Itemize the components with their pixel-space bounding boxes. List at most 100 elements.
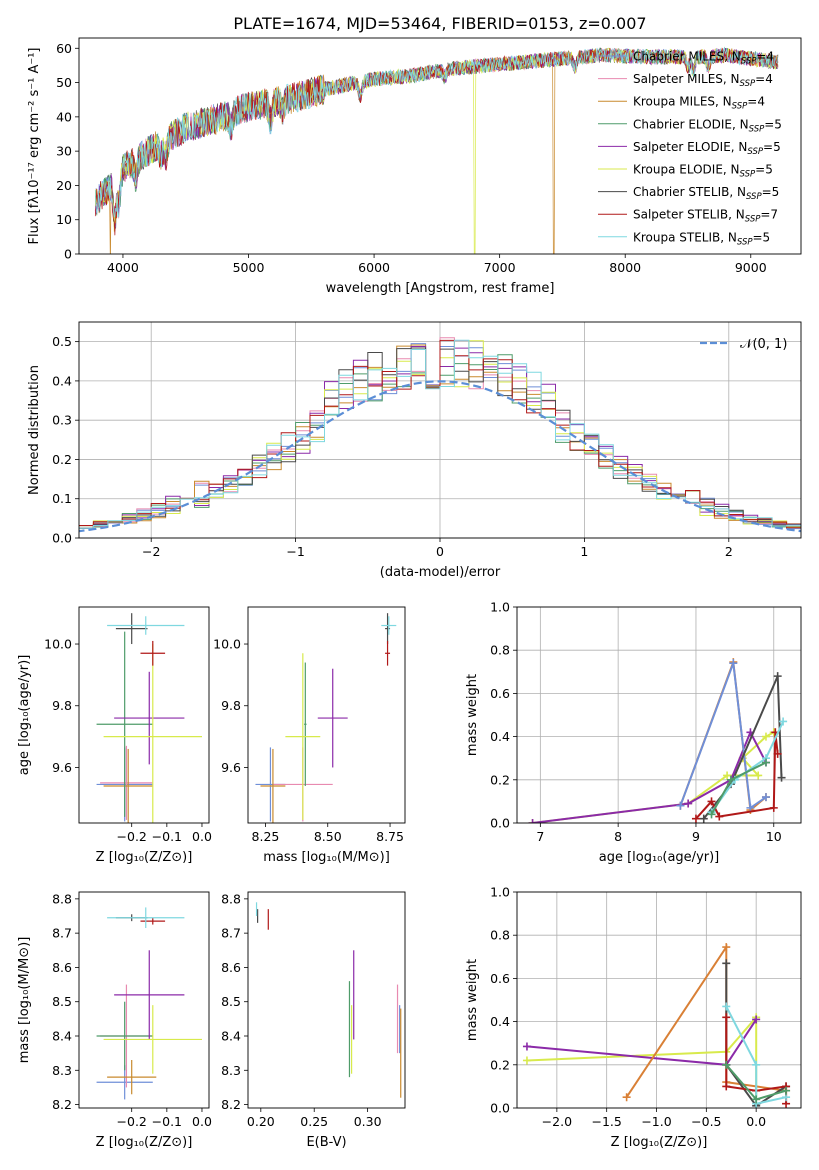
legend-entry: Chabrier MILES, NSSP=4 xyxy=(633,50,774,67)
y-tick-label: 10.0 xyxy=(213,637,241,652)
y-tick-label: 8.7 xyxy=(221,926,241,941)
weight-series-kroupa-stelib xyxy=(722,1002,791,1108)
plot-area-mass_vs_ebv xyxy=(255,902,402,1098)
y-tick-label: 9.8 xyxy=(221,698,241,713)
weight-point xyxy=(707,797,716,806)
errorbar-kroupa-elodie xyxy=(103,644,202,823)
weight-point xyxy=(699,814,708,823)
x-tick-label: 4000 xyxy=(107,260,139,275)
errorbar-kroupa-miles xyxy=(107,1060,157,1095)
x-tick-label: 0.0 xyxy=(746,1114,766,1129)
panel-age_vs_mass: 8.25 8.50 8.75 9.6 9.8 10.0 mass [log₁₀(M/M⊙)] xyxy=(213,606,406,865)
plot-area-age_vs_Z xyxy=(96,613,202,823)
legend-entry-name: Chabrier STELIB, N xyxy=(633,185,746,199)
y-tick-label: 8.8 xyxy=(221,891,241,906)
x-tick-label: 5000 xyxy=(233,260,265,275)
weight-point xyxy=(761,793,770,802)
legend-entry: Chabrier ELODIE, NSSP=5 xyxy=(633,117,782,134)
weight-point xyxy=(726,775,735,784)
weight-point xyxy=(684,799,693,808)
y-tick-label: 8.3 xyxy=(52,1063,72,1078)
weight-point xyxy=(528,819,537,823)
weight-line xyxy=(679,662,767,810)
y-tick-label: 0.4 xyxy=(52,373,72,388)
x-axis-label: wavelength [Angstrom, rest frame] xyxy=(326,281,555,296)
errorbar-chabrier-elodie xyxy=(96,1001,153,1071)
y-tick-label: 10.0 xyxy=(44,637,72,652)
errorbar-kroupa-stelib xyxy=(107,907,185,928)
weight-point xyxy=(729,659,738,668)
axes-frame xyxy=(247,891,406,1109)
plot-area-weight_vs_age xyxy=(528,658,788,823)
weight-point xyxy=(746,803,755,812)
weight-line xyxy=(710,761,767,815)
axes-frame xyxy=(78,891,210,1109)
plot-area-residuals xyxy=(79,337,801,533)
legend-entry-sub: SSP xyxy=(745,215,761,225)
y-axis-label: mass [log₁₀(M/M⊙)] xyxy=(17,937,32,1064)
x-tick-label: 8.25 xyxy=(252,829,280,844)
panel-spectrum: 4000 5000 6000 7000 8000 9000 0 10 20 30 40 50 60 wav… xyxy=(27,37,802,296)
y-tick-label: 0.2 xyxy=(490,772,510,787)
legend-entry-name: Salpeter MILES, N xyxy=(633,72,740,86)
legend-entry-sub: SSP xyxy=(740,170,756,180)
x-axis-label: (data-model)/error xyxy=(380,565,501,580)
y-tick-label: 8.6 xyxy=(221,960,241,975)
weight-point xyxy=(722,1060,731,1069)
x-tick-label: −1.5 xyxy=(592,1114,622,1129)
x-tick-label: 1 xyxy=(580,544,588,559)
x-tick-label: 9000 xyxy=(735,260,767,275)
panel-age_vs_Z: −0.2 −0.1 0.0 9.6 9.8 10.0 Z [log₁₀(Z/Z⊙)] age … xyxy=(17,606,212,865)
x-tick-label: 8 xyxy=(614,829,622,844)
panel-weight_vs_age: 7 8 9 10 0.0 0.2 0.4 0.6 0.8 1.0 age [log₁₀(age/yr… xyxy=(465,600,802,865)
errorbar-salpeter-stelib xyxy=(140,640,166,666)
legend-entry-suffix: =5 xyxy=(755,163,773,177)
y-tick-label: 8.3 xyxy=(221,1063,241,1078)
y-tick-label: 0.0 xyxy=(490,1101,510,1116)
errorbar-kroupa-elodie xyxy=(285,653,321,820)
y-tick-label: 20 xyxy=(56,178,72,193)
legend-entry-sub: SSP xyxy=(749,124,765,134)
legend-entry-suffix: =5 xyxy=(753,230,771,244)
x-axis-label: Z [log₁₀(Z/Z⊙)] xyxy=(611,1135,708,1150)
errorbar-kroupa-miles xyxy=(260,748,286,823)
y-tick-label: 10 xyxy=(56,212,72,227)
panel-mass_vs_ebv: 0.20 0.25 0.30 8.2 8.3 8.4 8.5 8.6 8.7 8.8 E(B-V) xyxy=(221,891,406,1150)
y-tick-label: 0.5 xyxy=(52,334,72,349)
weight-point xyxy=(782,1086,791,1095)
weight-point xyxy=(707,810,716,819)
x-tick-label: 6000 xyxy=(358,260,390,275)
errorbar-salpeter-elodie xyxy=(114,671,185,765)
plot-area-age_vs_mass xyxy=(255,613,397,823)
y-tick-label: 9.8 xyxy=(52,698,72,713)
legend-entry-suffix: =4 xyxy=(747,95,765,109)
errorbar-chabrier-elodie xyxy=(96,631,153,817)
y-axis-label: mass weight xyxy=(465,959,480,1041)
weight-point xyxy=(691,814,700,823)
weight-series-chabrier-elodie xyxy=(707,758,770,819)
weight-point xyxy=(715,812,724,821)
x-axis-label: Z [log₁₀(Z/Z⊙)] xyxy=(96,1135,193,1150)
weight-series-chabrier-miles xyxy=(676,659,770,812)
x-tick-label: 10 xyxy=(766,829,782,844)
weight-series-kroupa-elodie xyxy=(522,1013,761,1104)
legend-entry-name: Salpeter STELIB, N xyxy=(633,208,745,222)
y-tick-label: 8.5 xyxy=(221,994,241,1009)
y-tick-label: 8.2 xyxy=(221,1097,241,1112)
y-tick-label: 0.4 xyxy=(490,1014,510,1029)
y-tick-label: 8.2 xyxy=(52,1097,72,1112)
panel-residuals: −2 −1 0 1 2 0.0 0.1 0.2 0.3 0.4 0.5 (data-model)/er… xyxy=(27,321,802,580)
x-axis-label: mass [log₁₀(M/M⊙)] xyxy=(263,850,390,865)
legend-entry: Kroupa STELIB, NSSP=5 xyxy=(633,230,770,247)
y-tick-label: 0.4 xyxy=(490,729,510,744)
errorbar-salpeter-elodie xyxy=(317,668,348,768)
x-tick-label: −1 xyxy=(286,544,304,559)
legend-entry-sub: SSP xyxy=(747,147,763,157)
spectrum-legend: Chabrier MILES, NSSP=4 Salpeter MILES, N S… xyxy=(598,50,782,247)
y-tick-label: 8.8 xyxy=(52,891,72,906)
legend-entry: Kroupa MILES, NSSP=4 xyxy=(633,95,765,112)
y-axis-label: mass weight xyxy=(465,674,480,756)
y-tick-label: 0.6 xyxy=(490,686,510,701)
weight-point xyxy=(769,803,778,812)
